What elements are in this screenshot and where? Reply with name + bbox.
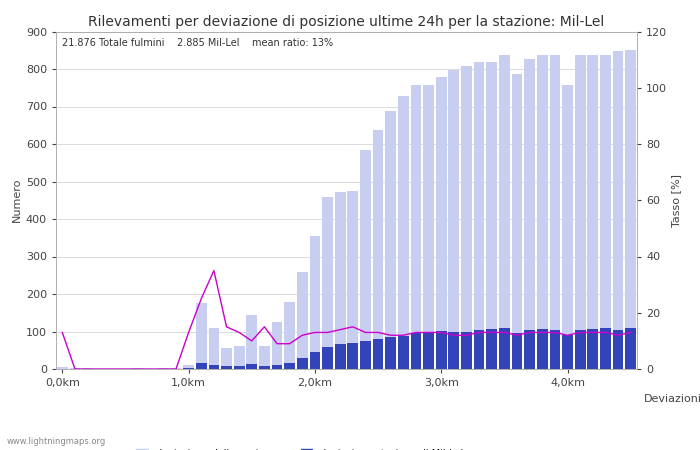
Bar: [600, 55, 611, 369]
Bar: [612, 51, 624, 369]
Bar: [486, 62, 497, 369]
Bar: [537, 55, 547, 369]
Bar: [372, 130, 384, 369]
Bar: [499, 328, 510, 369]
Bar: [449, 332, 459, 369]
Bar: [82, 368, 93, 369]
Bar: [335, 192, 346, 369]
Bar: [411, 85, 421, 369]
Bar: [612, 329, 624, 369]
Bar: [372, 339, 384, 369]
Bar: [246, 315, 257, 369]
Bar: [158, 368, 169, 369]
Bar: [575, 55, 585, 369]
Bar: [183, 364, 194, 369]
Bar: [411, 333, 421, 369]
Bar: [284, 363, 295, 369]
Bar: [625, 50, 636, 369]
Bar: [550, 55, 560, 369]
Title: Rilevamenti per deviazione di posizione ultime 24h per la stazione: Mil-Lel: Rilevamenti per deviazione di posizione …: [88, 15, 605, 29]
Bar: [424, 332, 434, 369]
Bar: [322, 197, 333, 369]
Bar: [625, 328, 636, 369]
Bar: [183, 368, 194, 369]
Bar: [461, 66, 472, 369]
Bar: [259, 346, 270, 369]
Bar: [196, 363, 206, 369]
Bar: [221, 348, 232, 369]
Bar: [550, 329, 560, 369]
Text: Deviazioni: Deviazioni: [644, 394, 700, 404]
Bar: [562, 334, 573, 369]
Bar: [474, 62, 484, 369]
Bar: [499, 55, 510, 369]
Bar: [587, 329, 598, 369]
Bar: [436, 331, 447, 369]
Bar: [309, 352, 321, 369]
Y-axis label: Numero: Numero: [12, 178, 22, 222]
Bar: [600, 328, 611, 369]
Bar: [171, 368, 181, 369]
Bar: [297, 358, 308, 369]
Bar: [309, 236, 321, 369]
Bar: [259, 365, 270, 369]
Bar: [360, 149, 371, 369]
Bar: [209, 328, 219, 369]
Bar: [57, 367, 68, 369]
Bar: [512, 333, 522, 369]
Bar: [335, 343, 346, 369]
Bar: [398, 96, 409, 369]
Bar: [234, 346, 244, 369]
Bar: [575, 329, 585, 369]
Bar: [360, 341, 371, 369]
Bar: [486, 329, 497, 369]
Bar: [524, 329, 535, 369]
Bar: [69, 368, 80, 369]
Bar: [436, 77, 447, 369]
Bar: [297, 271, 308, 369]
Bar: [398, 336, 409, 369]
Bar: [284, 302, 295, 369]
Bar: [461, 332, 472, 369]
Bar: [587, 55, 598, 369]
Bar: [246, 364, 257, 369]
Bar: [221, 366, 232, 369]
Bar: [512, 73, 522, 369]
Bar: [562, 85, 573, 369]
Text: www.lightningmaps.org: www.lightningmaps.org: [7, 436, 106, 446]
Bar: [347, 191, 358, 369]
Bar: [196, 303, 206, 369]
Bar: [272, 322, 282, 369]
Y-axis label: Tasso [%]: Tasso [%]: [671, 174, 681, 227]
Bar: [537, 329, 547, 369]
Bar: [449, 70, 459, 369]
Bar: [385, 337, 396, 369]
Bar: [524, 58, 535, 369]
Bar: [347, 343, 358, 369]
Bar: [385, 111, 396, 369]
Bar: [272, 365, 282, 369]
Bar: [209, 365, 219, 369]
Bar: [474, 330, 484, 369]
Bar: [234, 366, 244, 369]
Bar: [322, 346, 333, 369]
Bar: [133, 368, 144, 369]
Bar: [424, 85, 434, 369]
Text: 21.876 Totale fulmini    2.885 Mil-Lel    mean ratio: 13%: 21.876 Totale fulmini 2.885 Mil-Lel mean…: [62, 38, 333, 48]
